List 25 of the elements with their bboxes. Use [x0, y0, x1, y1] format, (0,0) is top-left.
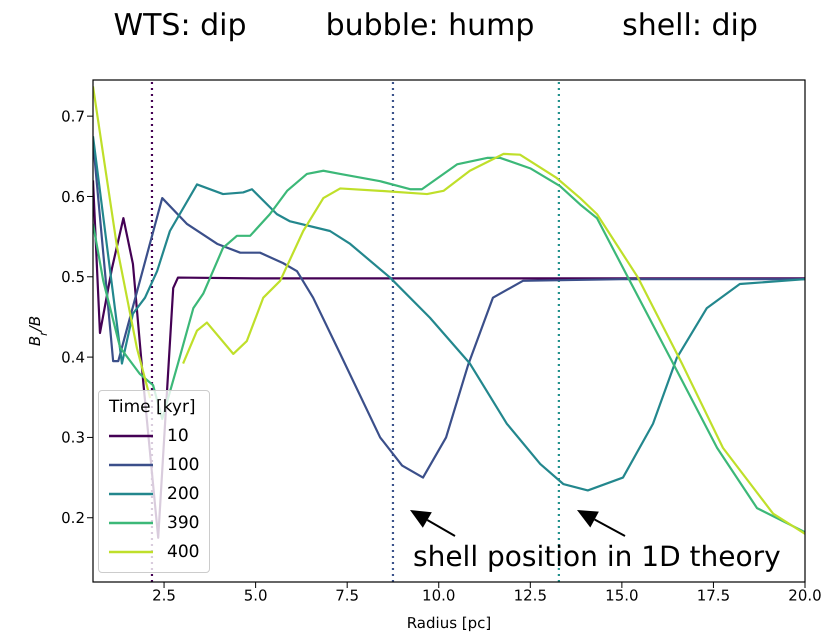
y-tick-label: 0.4: [61, 348, 85, 366]
legend-label: 10: [167, 426, 189, 446]
text: WTS: dip: [113, 8, 247, 43]
x-tick-label: 15.0: [605, 586, 639, 605]
x-tick-label: 12.5: [514, 586, 548, 605]
annotation: shell position in 1D theory: [413, 540, 781, 573]
y-tick-label: 0.3: [61, 428, 85, 447]
legend-label: 390: [167, 512, 200, 532]
x-tick-label: 7.5: [335, 586, 360, 605]
y-tick-label: 0.5: [61, 268, 85, 286]
text: shell: dip: [621, 8, 759, 43]
legend-title: Time [kyr]: [109, 397, 197, 417]
text: bubble: hump: [324, 8, 536, 43]
y-tick-label: 0.7: [61, 107, 85, 126]
y-tick-label: 0.6: [61, 188, 85, 206]
x-tick-label: 2.5: [152, 586, 176, 605]
legend-label: 100: [167, 454, 200, 474]
x-tick-label: 5.0: [244, 586, 268, 605]
x-tick-label: 10.0: [422, 586, 456, 605]
y-tick-label: 0.2: [61, 509, 85, 528]
x-tick-label: 20.0: [788, 586, 822, 605]
x-tick-label: 17.5: [696, 586, 730, 605]
x-axis-title: Radius [pc]: [406, 614, 492, 632]
legend-label: 200: [167, 484, 200, 504]
legend-label: 400: [167, 542, 200, 562]
